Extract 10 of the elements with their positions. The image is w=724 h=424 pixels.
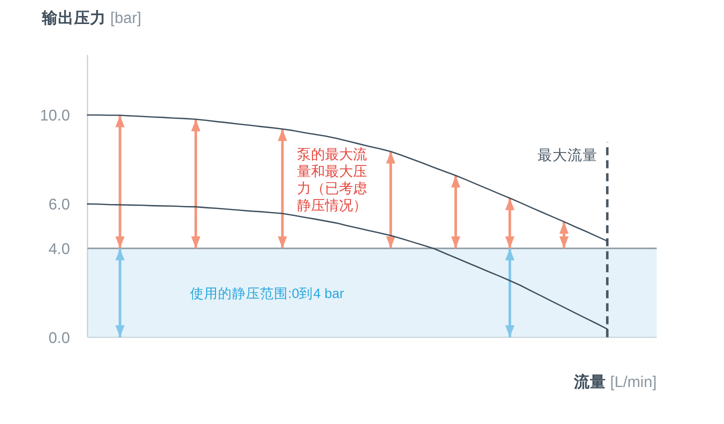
annotation: 泵的最大流量和最大压力（已考虑静压情况）: [297, 146, 368, 214]
annotation: 最大流量: [537, 147, 598, 164]
line-series: [86, 114, 608, 242]
y-tick-label: 6.0: [48, 196, 70, 214]
y-axis-title: 输出压力 [bar]: [41, 9, 142, 27]
y-tick-label: 4.0: [48, 240, 70, 258]
x-axis-title: 流量 [L/min]: [572, 373, 657, 391]
band-label: 使用的静压范围:0到4 bar: [190, 286, 344, 301]
y-tick-label: 0.0: [48, 330, 70, 347]
y-tick-label: 10.0: [40, 108, 70, 125]
